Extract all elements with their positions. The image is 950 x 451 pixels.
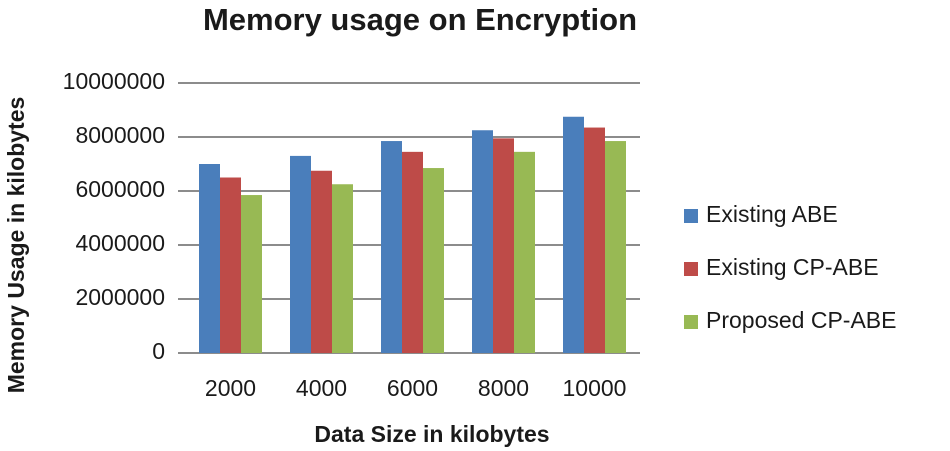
bar	[199, 164, 220, 353]
bar	[402, 151, 423, 353]
x-tick-label: 4000	[296, 375, 347, 401]
bar	[311, 170, 332, 353]
legend-label: Existing CP-ABE	[706, 254, 879, 280]
y-tick-label: 6000000	[75, 176, 165, 202]
x-axis-label: Data Size in kilobytes	[314, 421, 549, 447]
bar	[423, 168, 444, 353]
legend-swatch	[684, 262, 698, 276]
bar	[220, 177, 241, 353]
bar	[584, 127, 605, 353]
legend-label: Proposed CP-ABE	[706, 307, 896, 333]
y-axis-label: Memory Usage in kilobytes	[3, 97, 29, 394]
y-tick-label: 10000000	[63, 68, 165, 94]
y-tick-label: 4000000	[75, 230, 165, 256]
y-tick-label: 0	[152, 338, 165, 364]
y-tick-label: 8000000	[75, 122, 165, 148]
bar	[332, 184, 353, 353]
legend-label: Existing ABE	[706, 201, 838, 227]
bar	[493, 138, 514, 353]
x-tick-label: 2000	[205, 375, 256, 401]
bar	[472, 130, 493, 353]
legend-swatch	[684, 209, 698, 223]
x-tick-label: 8000	[478, 375, 529, 401]
bar	[241, 195, 262, 353]
x-tick-label: 10000	[563, 375, 627, 401]
bar	[290, 155, 311, 353]
bar	[514, 151, 535, 353]
bar	[605, 141, 626, 353]
chart-title: Memory usage on Encryption	[203, 2, 637, 37]
bar	[563, 116, 584, 353]
legend-swatch	[684, 315, 698, 329]
y-tick-label: 2000000	[75, 284, 165, 310]
x-tick-label: 6000	[387, 375, 438, 401]
bar	[381, 141, 402, 353]
